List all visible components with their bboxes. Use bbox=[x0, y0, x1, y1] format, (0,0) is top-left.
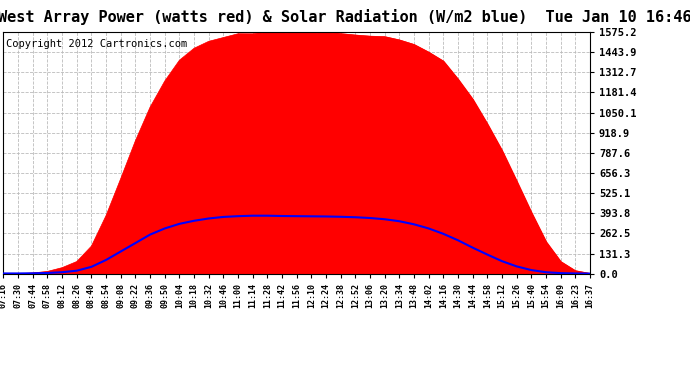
Text: Copyright 2012 Cartronics.com: Copyright 2012 Cartronics.com bbox=[6, 39, 188, 49]
Text: West Array Power (watts red) & Solar Radiation (W/m2 blue)  Tue Jan 10 16:46: West Array Power (watts red) & Solar Rad… bbox=[0, 9, 690, 26]
